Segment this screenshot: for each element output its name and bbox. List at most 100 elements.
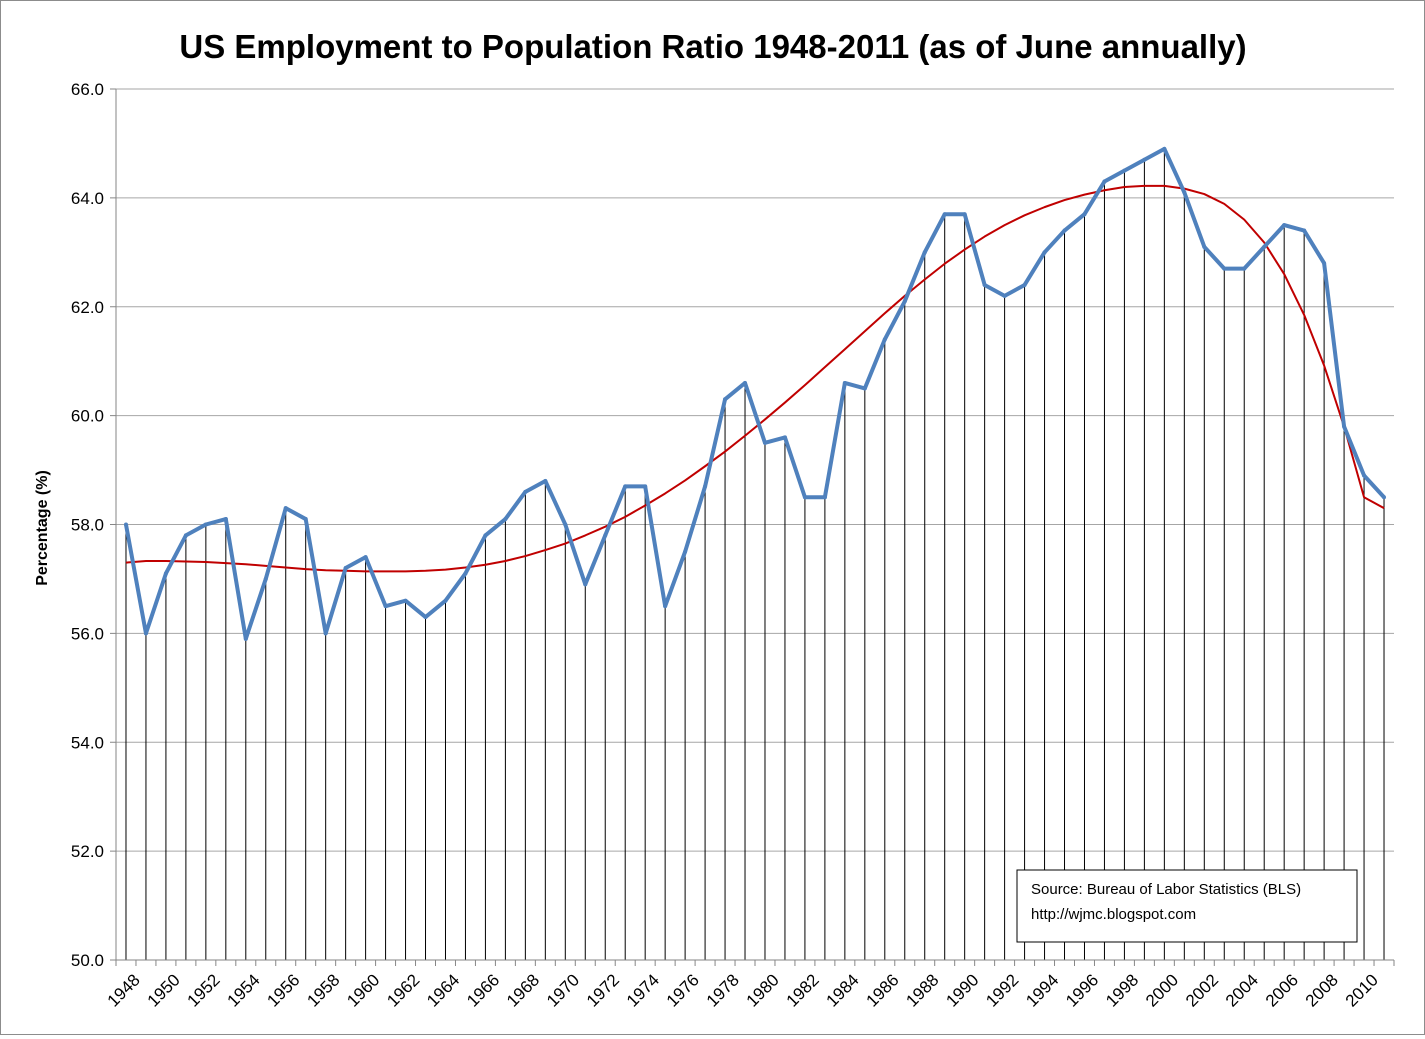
x-tick-label-2010: 2010 (1342, 970, 1382, 1010)
x-tick-label-1962: 1962 (383, 970, 423, 1010)
data-point-1971 (583, 582, 588, 587)
source-annotation-line2: http://wjmc.blogspot.com (1031, 906, 1196, 923)
y-tick-label-5: 60.0 (71, 407, 104, 426)
data-point-2000 (1162, 146, 1167, 151)
x-tick-label-1964: 1964 (423, 970, 463, 1010)
y-tick-label-2: 54.0 (71, 733, 104, 752)
x-tick-label-1958: 1958 (303, 970, 343, 1010)
x-tick-label-1998: 1998 (1102, 970, 1142, 1010)
x-tick-label-2008: 2008 (1302, 970, 1342, 1010)
data-point-1969 (543, 478, 548, 483)
data-point-2003 (1222, 266, 1227, 271)
data-point-1973 (623, 484, 628, 489)
data-point-1958 (323, 631, 328, 636)
data-point-1976 (683, 549, 688, 554)
data-point-1996 (1082, 212, 1087, 217)
data-point-1995 (1062, 228, 1067, 233)
data-point-1992 (1002, 293, 1007, 298)
data-point-1949 (143, 631, 148, 636)
x-tick-label-1960: 1960 (343, 970, 383, 1010)
data-point-1978 (723, 397, 728, 402)
y-tick-label-8: 66.0 (71, 80, 104, 99)
x-tick-label-1972: 1972 (583, 970, 623, 1010)
y-tick-label-0: 50.0 (71, 951, 104, 970)
data-point-1977 (703, 484, 708, 489)
x-tick-label-1952: 1952 (184, 970, 224, 1010)
x-tick-label-1996: 1996 (1062, 970, 1102, 1010)
data-point-1948 (123, 522, 128, 527)
axes (115, 89, 1395, 966)
data-point-1986 (882, 337, 887, 342)
data-point-1965 (463, 571, 468, 576)
data-point-1970 (563, 522, 568, 527)
series-line-employment-ratio (124, 146, 1386, 641)
data-point-1959 (343, 566, 348, 571)
data-point-1982 (802, 495, 807, 500)
x-tick-label-1986: 1986 (862, 970, 902, 1010)
x-tick-label-1992: 1992 (982, 970, 1022, 1010)
data-point-1979 (743, 380, 748, 385)
y-tick-label-3: 56.0 (71, 624, 104, 643)
data-point-1954 (243, 636, 248, 641)
x-tick-label-2000: 2000 (1142, 970, 1182, 1010)
data-point-2009 (1342, 424, 1347, 429)
x-tick-label-1980: 1980 (743, 970, 783, 1010)
data-point-1961 (383, 604, 388, 609)
x-tick-label-1950: 1950 (144, 970, 184, 1010)
data-point-1988 (922, 250, 927, 255)
grid-lines (110, 88, 1394, 961)
data-point-1981 (782, 435, 787, 440)
x-tick-label-1988: 1988 (902, 970, 942, 1010)
y-tick-label-6: 62.0 (71, 298, 104, 317)
x-tick-label-1984: 1984 (823, 970, 863, 1010)
y-tick-label-4: 58.0 (71, 516, 104, 535)
data-point-1975 (663, 604, 668, 609)
data-point-1962 (403, 598, 408, 603)
data-point-1974 (643, 484, 648, 489)
x-tick-label-2002: 2002 (1182, 970, 1222, 1010)
x-tick-label-1974: 1974 (623, 970, 663, 1010)
data-point-1984 (842, 380, 847, 385)
data-point-2004 (1242, 266, 1247, 271)
x-tick-label-1954: 1954 (223, 970, 263, 1010)
data-point-1989 (942, 212, 947, 217)
data-point-1955 (263, 576, 268, 581)
data-point-1994 (1042, 250, 1047, 255)
x-tick-label-1970: 1970 (543, 970, 583, 1010)
y-axis-label: Percentage (%) (34, 470, 51, 586)
data-point-1985 (862, 386, 867, 391)
data-point-1963 (423, 615, 428, 620)
drop-lines (125, 148, 1385, 960)
data-point-1990 (962, 212, 967, 217)
x-tick-label-1966: 1966 (463, 970, 503, 1010)
x-tick-label-1976: 1976 (663, 970, 703, 1010)
data-point-1997 (1102, 179, 1107, 184)
data-point-2007 (1302, 228, 1307, 233)
data-point-1972 (603, 533, 608, 538)
x-tick-label-1978: 1978 (703, 970, 743, 1010)
data-point-1968 (523, 489, 528, 494)
data-point-1967 (503, 517, 508, 522)
x-tick-label-1990: 1990 (942, 970, 982, 1010)
data-point-1960 (363, 555, 368, 560)
chart-title: US Employment to Population Ratio 1948-2… (179, 28, 1246, 65)
source-annotation: Source: Bureau of Labor Statistics (BLS)… (1016, 869, 1358, 943)
x-tick-label-1948: 1948 (104, 970, 144, 1010)
data-point-1950 (163, 571, 168, 576)
data-point-1956 (283, 506, 288, 511)
data-point-2006 (1282, 223, 1287, 228)
data-point-2005 (1262, 244, 1267, 249)
x-tick-labels: 1948 1950 1952 1954 1956 1958 1960 1962 1964 1966… (104, 970, 1382, 1010)
trend-line (125, 184, 1385, 573)
y-tick-labels: 50.0 52.0 54.0 56.0 58.0 60.0 62.0 64.0 66.0 (71, 80, 104, 970)
x-tick-label-2006: 2006 (1262, 970, 1302, 1010)
x-tick-label-1956: 1956 (263, 970, 303, 1010)
data-point-2008 (1322, 261, 1327, 266)
data-point-1952 (203, 522, 208, 527)
data-point-1999 (1142, 157, 1147, 162)
data-point-1951 (183, 533, 188, 538)
data-point-1991 (982, 282, 987, 287)
data-point-1993 (1022, 282, 1027, 287)
